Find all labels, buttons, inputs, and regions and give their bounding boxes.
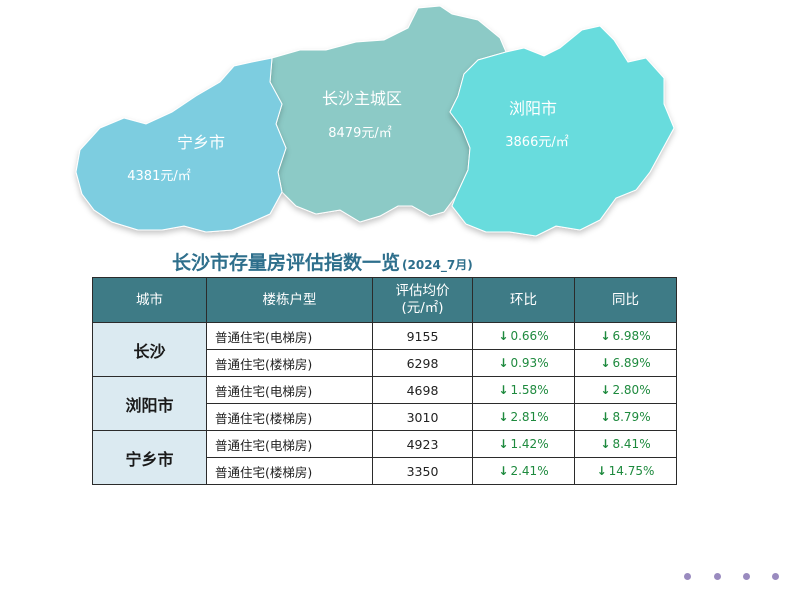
map-region-liuyang — [449, 25, 675, 237]
city-cell-ningxiang: 宁乡市 — [92, 430, 207, 485]
map-price-ningxiang: 4381元/㎡ — [127, 169, 190, 184]
city-cell-liuyang: 浏阳市 — [92, 376, 207, 431]
header-price: 评估均价 (元/㎡) — [372, 277, 473, 323]
map-label-ningxiang: 宁乡市 — [177, 133, 225, 152]
down-arrow-icon: ↓ — [498, 356, 509, 370]
map-price-liuyang: 3866元/㎡ — [505, 135, 568, 150]
down-arrow-icon: ↓ — [600, 329, 611, 343]
yoy-value: 2.80% — [612, 383, 651, 397]
header-mom: 环比 — [472, 277, 575, 323]
down-arrow-icon: ↓ — [498, 410, 509, 424]
price-cell: 3010 — [372, 403, 473, 431]
header-type: 楼栋户型 — [206, 277, 373, 323]
table-row: 普通住宅(楼梯房) 3010 ↓ 2.81% ↓ 8.79% — [93, 403, 677, 431]
table-row: 浏阳市 普通住宅(电梯房) 4698 ↓ 1.58% ↓ 2.80% — [92, 376, 677, 431]
mom-cell: ↓ 0.66% — [472, 322, 575, 350]
decor-dot — [684, 573, 691, 580]
map-price-main-city: 8479元/㎡ — [328, 126, 391, 141]
mom-cell: ↓ 0.93% — [472, 349, 575, 377]
table-header-row: 城市 楼栋户型 评估均价 (元/㎡) 环比 同比 — [92, 277, 677, 323]
down-arrow-icon: ↓ — [498, 464, 509, 478]
price-cell: 9155 — [372, 322, 473, 350]
yoy-cell: ↓ 6.98% — [574, 322, 677, 350]
price-cell: 3350 — [372, 457, 473, 485]
mom-cell: ↓ 2.81% — [472, 403, 575, 431]
map-label-main-city: 长沙主城区 — [322, 89, 402, 108]
mom-value: 2.41% — [510, 464, 549, 478]
city-cell-changsha: 长沙 — [92, 322, 207, 377]
down-arrow-icon: ↓ — [600, 410, 611, 424]
table-subtitle: (2024_7月) — [402, 258, 473, 272]
type-cell: 普通住宅(电梯房) — [206, 376, 373, 404]
yoy-value: 6.89% — [612, 356, 651, 370]
mom-cell: ↓ 2.41% — [472, 457, 575, 485]
mom-cell: ↓ 1.58% — [472, 376, 575, 404]
yoy-value: 14.75% — [608, 464, 655, 478]
header-yoy: 同比 — [574, 277, 677, 323]
table-row: 普通住宅(楼梯房) 3350 ↓ 2.41% ↓ 14.75% — [93, 457, 677, 485]
down-arrow-icon: ↓ — [498, 329, 509, 343]
yoy-cell: ↓ 8.79% — [574, 403, 677, 431]
header-city: 城市 — [92, 277, 207, 323]
yoy-value: 8.41% — [612, 437, 651, 451]
type-cell: 普通住宅(楼梯房) — [206, 403, 373, 431]
type-cell: 普通住宅(电梯房) — [206, 322, 373, 350]
mom-value: 1.58% — [510, 383, 549, 397]
down-arrow-icon: ↓ — [600, 383, 611, 397]
down-arrow-icon: ↓ — [498, 437, 509, 451]
decor-dot — [743, 573, 750, 580]
decor-dot — [772, 573, 779, 580]
type-cell: 普通住宅(电梯房) — [206, 430, 373, 458]
header-price-line2: (元/㎡) — [401, 300, 444, 316]
down-arrow-icon: ↓ — [498, 383, 509, 397]
price-cell: 6298 — [372, 349, 473, 377]
header-price-line1: 评估均价 — [395, 283, 450, 299]
region-map: 长沙主城区 8479元/㎡ 浏阳市 3866元/㎡ 宁乡市 4381元/㎡ — [75, 5, 675, 237]
yoy-cell: ↓ 2.80% — [574, 376, 677, 404]
table-title-text: 长沙市存量房评估指数一览 — [172, 252, 401, 274]
mom-value: 0.66% — [510, 329, 549, 343]
map-label-liuyang: 浏阳市 — [509, 99, 557, 118]
decor-dot — [714, 573, 721, 580]
price-cell: 4923 — [372, 430, 473, 458]
mom-value: 2.81% — [510, 410, 549, 424]
map-region-ningxiang — [75, 57, 287, 233]
price-index-table: 城市 楼栋户型 评估均价 (元/㎡) 环比 同比 长沙 普通住宅(电梯房) 915… — [92, 277, 677, 485]
yoy-value: 8.79% — [612, 410, 651, 424]
down-arrow-icon: ↓ — [596, 464, 607, 478]
type-cell: 普通住宅(楼梯房) — [206, 457, 373, 485]
table-title: 长沙市存量房评估指数一览 (2024_7月) — [172, 248, 473, 275]
down-arrow-icon: ↓ — [600, 356, 611, 370]
yoy-cell: ↓ 6.89% — [574, 349, 677, 377]
mom-value: 0.93% — [510, 356, 549, 370]
yoy-cell: ↓ 8.41% — [574, 430, 677, 458]
table-row: 长沙 普通住宅(电梯房) 9155 ↓ 0.66% ↓ 6.98% — [92, 322, 677, 377]
price-cell: 4698 — [372, 376, 473, 404]
mom-value: 1.42% — [510, 437, 549, 451]
mom-cell: ↓ 1.42% — [472, 430, 575, 458]
yoy-value: 6.98% — [612, 329, 651, 343]
table-row: 宁乡市 普通住宅(电梯房) 4923 ↓ 1.42% ↓ 8.41% — [92, 430, 677, 485]
yoy-cell: ↓ 14.75% — [574, 457, 677, 485]
type-cell: 普通住宅(楼梯房) — [206, 349, 373, 377]
down-arrow-icon: ↓ — [600, 437, 611, 451]
